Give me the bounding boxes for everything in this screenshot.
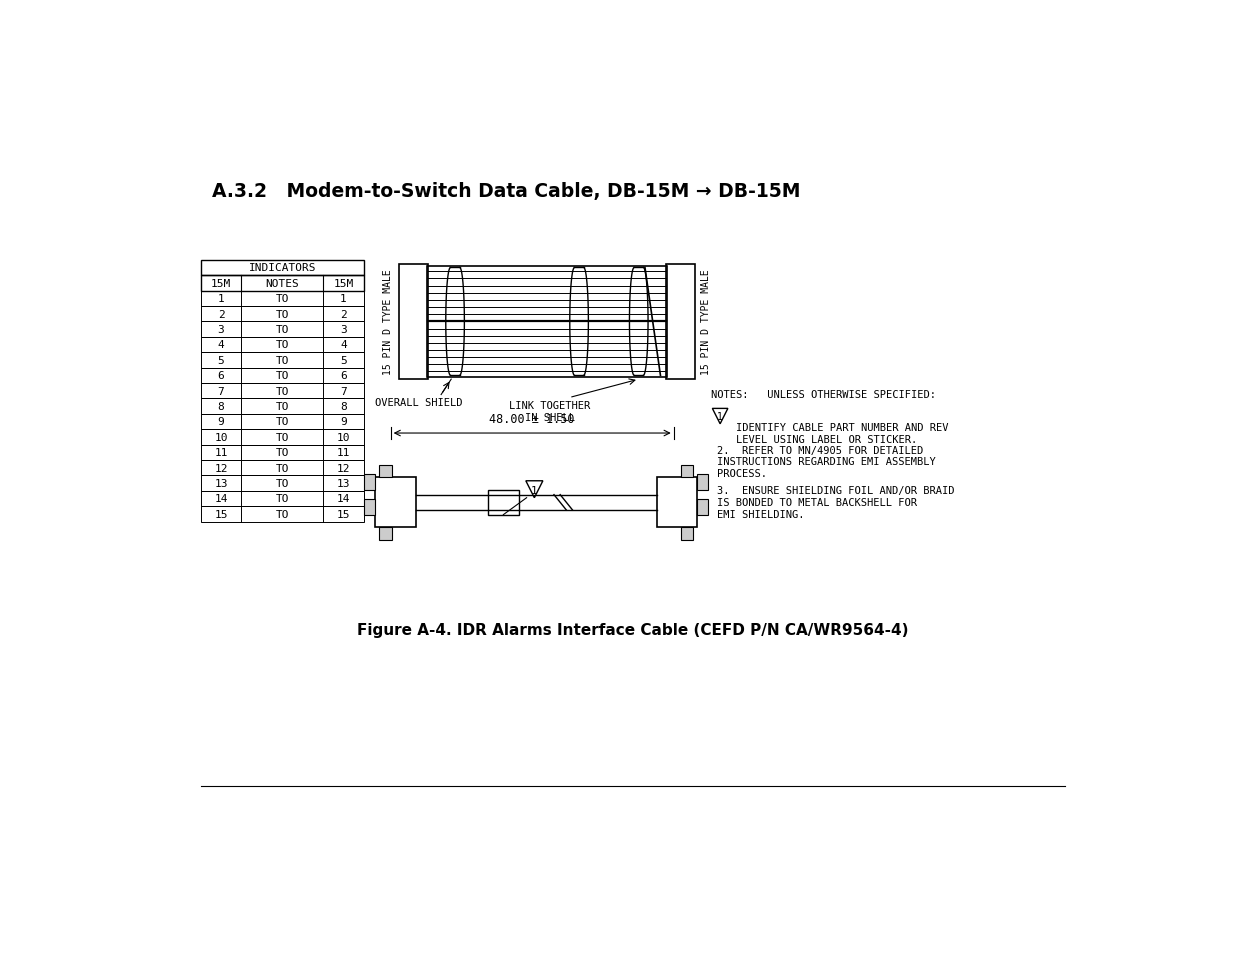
Bar — [201, 415, 363, 430]
Text: 8: 8 — [340, 401, 347, 412]
Text: TO: TO — [275, 417, 289, 427]
Bar — [201, 476, 363, 491]
Text: 4: 4 — [340, 340, 347, 350]
Text: TO: TO — [275, 478, 289, 489]
Bar — [201, 275, 363, 292]
Bar — [201, 322, 363, 337]
Text: 15M: 15M — [211, 278, 231, 289]
Text: TO: TO — [275, 355, 289, 366]
Bar — [201, 507, 363, 522]
Text: 15 PIN D TYPE MALE: 15 PIN D TYPE MALE — [383, 269, 393, 375]
Bar — [201, 353, 363, 368]
Text: 6: 6 — [340, 371, 347, 381]
Text: 6: 6 — [217, 371, 225, 381]
Text: 3: 3 — [340, 325, 347, 335]
Bar — [427, 267, 667, 377]
Text: 7: 7 — [217, 386, 225, 396]
Text: TO: TO — [275, 433, 289, 442]
Bar — [201, 491, 363, 507]
Text: IDENTIFY CABLE PART NUMBER AND REV
LEVEL USING LABEL OR STICKER.: IDENTIFY CABLE PART NUMBER AND REV LEVEL… — [736, 423, 948, 444]
Text: 5: 5 — [217, 355, 225, 366]
Bar — [697, 500, 708, 516]
Bar — [201, 430, 363, 445]
Text: TO: TO — [275, 325, 289, 335]
Text: TO: TO — [275, 463, 289, 474]
Text: 2.  REFER TO MN/4905 FOR DETAILED
INSTRUCTIONS REGARDING EMI ASSEMBLY
PROCESS.: 2. REFER TO MN/4905 FOR DETAILED INSTRUC… — [718, 445, 936, 478]
Text: TO: TO — [275, 294, 289, 304]
Text: 1: 1 — [340, 294, 347, 304]
Text: 48.00 ± 1.50: 48.00 ± 1.50 — [489, 413, 576, 426]
Text: Figure A-4. IDR Alarms Interface Cable (CEFD P/N CA/WR9564-4): Figure A-4. IDR Alarms Interface Cable (… — [357, 622, 908, 637]
Text: 10: 10 — [337, 433, 351, 442]
Text: TO: TO — [275, 386, 289, 396]
Text: INDICATORS: INDICATORS — [248, 263, 316, 274]
Text: A.3.2   Modem-to-Switch Data Cable, DB-15M → DB-15M: A.3.2 Modem-to-Switch Data Cable, DB-15M… — [212, 182, 802, 201]
Bar — [201, 292, 363, 307]
Text: TO: TO — [275, 494, 289, 504]
Text: NOTES: NOTES — [266, 278, 299, 289]
Text: 1: 1 — [217, 294, 225, 304]
Bar — [364, 475, 375, 490]
Text: LINK TOGETHER
IN SHELL: LINK TOGETHER IN SHELL — [509, 400, 590, 422]
Bar — [201, 445, 363, 460]
Text: 8: 8 — [217, 401, 225, 412]
Bar — [666, 264, 695, 379]
Text: TO: TO — [275, 401, 289, 412]
Bar — [364, 500, 375, 516]
Bar — [399, 264, 429, 379]
Bar — [201, 460, 363, 476]
Text: TO: TO — [275, 340, 289, 350]
Text: OVERALL SHIELD: OVERALL SHIELD — [375, 397, 463, 408]
Text: 3: 3 — [217, 325, 225, 335]
Bar — [488, 491, 519, 516]
Bar — [680, 528, 693, 540]
Text: 10: 10 — [215, 433, 227, 442]
Text: 12: 12 — [337, 463, 351, 474]
Text: 14: 14 — [215, 494, 227, 504]
Text: 3.  ENSURE SHIELDING FOIL AND/OR BRAID
IS BONDED TO METAL BACKSHELL FOR
EMI SHIE: 3. ENSURE SHIELDING FOIL AND/OR BRAID IS… — [718, 486, 955, 519]
Text: 15: 15 — [215, 509, 227, 519]
Bar — [680, 465, 693, 477]
Text: 15M: 15M — [333, 278, 353, 289]
Text: 5: 5 — [340, 355, 347, 366]
Text: 9: 9 — [217, 417, 225, 427]
Bar — [201, 337, 363, 353]
Text: 11: 11 — [215, 448, 227, 457]
Text: 13: 13 — [215, 478, 227, 489]
Text: TO: TO — [275, 310, 289, 319]
Text: TO: TO — [275, 371, 289, 381]
Text: 7: 7 — [340, 386, 347, 396]
Bar — [657, 477, 697, 528]
Bar — [201, 368, 363, 383]
Text: 1: 1 — [718, 412, 722, 422]
Text: TO: TO — [275, 448, 289, 457]
Bar — [201, 260, 363, 275]
Text: 2: 2 — [217, 310, 225, 319]
Text: 1: 1 — [531, 486, 537, 496]
Text: 4: 4 — [217, 340, 225, 350]
Bar — [379, 465, 391, 477]
Bar — [379, 528, 391, 540]
Text: 9: 9 — [340, 417, 347, 427]
Text: 11: 11 — [337, 448, 351, 457]
Text: 2: 2 — [340, 310, 347, 319]
Bar — [201, 399, 363, 415]
Bar — [697, 475, 708, 490]
Text: TO: TO — [275, 509, 289, 519]
Text: NOTES:   UNLESS OTHERWISE SPECIFIED:: NOTES: UNLESS OTHERWISE SPECIFIED: — [711, 390, 936, 399]
Text: 15 PIN D TYPE MALE: 15 PIN D TYPE MALE — [701, 269, 711, 375]
Text: 14: 14 — [337, 494, 351, 504]
Bar — [375, 477, 415, 528]
Bar — [201, 383, 363, 399]
Text: 13: 13 — [337, 478, 351, 489]
Bar — [201, 307, 363, 322]
Text: 15: 15 — [337, 509, 351, 519]
Text: 12: 12 — [215, 463, 227, 474]
